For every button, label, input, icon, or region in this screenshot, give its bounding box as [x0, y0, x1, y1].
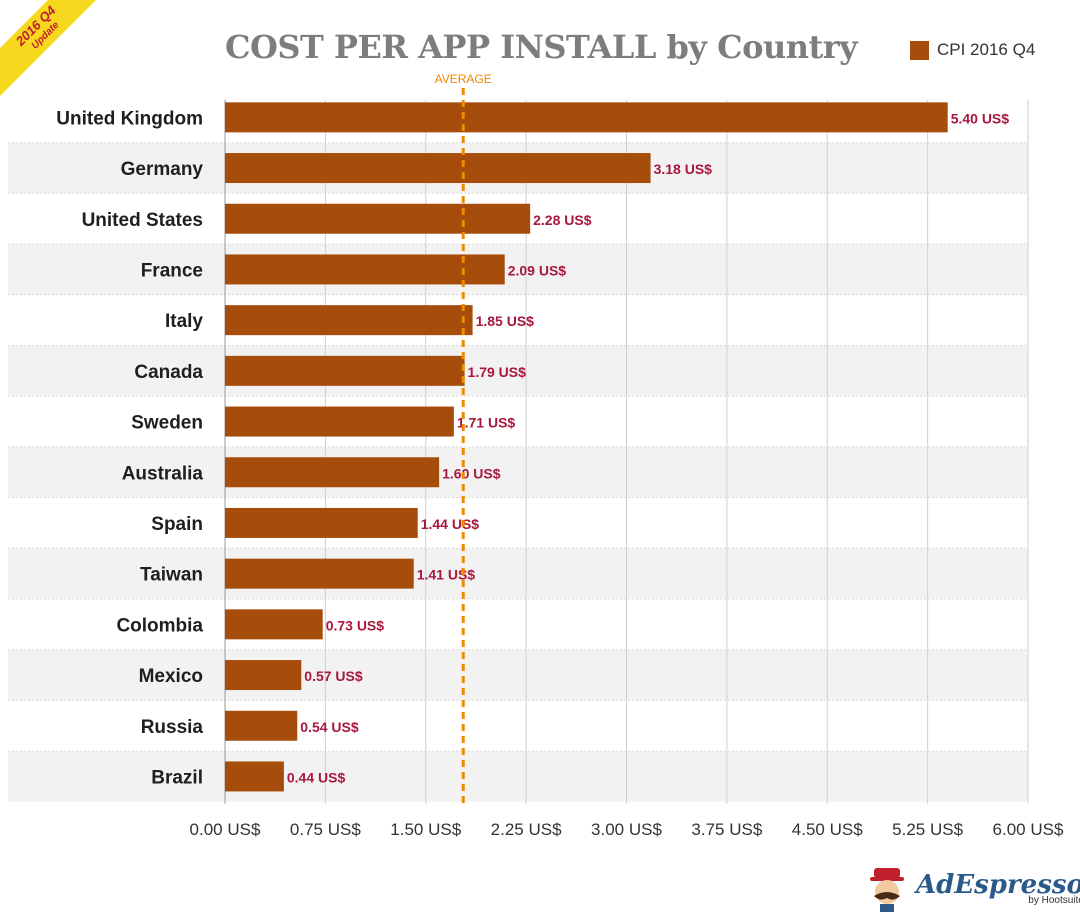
x-tick-labels: 0.00 US$ 0.75 US$ 1.50 US$ 2.25 US$ 3.00 US$… [190, 820, 1064, 839]
average-marker: AVERAGE [435, 72, 492, 806]
category-label: Australia [122, 463, 204, 484]
brand-byline: by Hootsuite [1028, 895, 1080, 906]
row-band [8, 751, 1028, 802]
category-label: Brazil [151, 767, 203, 788]
bars [225, 102, 948, 792]
row-band [8, 244, 1028, 295]
x-tick-label: 1.50 US$ [390, 820, 461, 839]
category-label: Colombia [116, 615, 203, 636]
x-tick-label: 3.75 US$ [691, 820, 762, 839]
chart-title: COST PER APP INSTALL by Country [225, 28, 858, 66]
row-band [8, 548, 1028, 599]
category-labels: United Kingdom Germany United States France… [56, 108, 203, 788]
mascot-icon [864, 866, 910, 912]
brand-name: AdEspresso [916, 870, 1080, 900]
x-tick-label: 3.00 US$ [591, 820, 662, 839]
category-label: Canada [134, 362, 203, 383]
value-label: 5.40 US$ [951, 110, 1010, 126]
row-band [8, 446, 1028, 498]
bar [225, 355, 465, 386]
category-label: Russia [141, 717, 204, 738]
bar [225, 457, 440, 488]
value-label: 1.41 US$ [417, 567, 476, 583]
bar [225, 660, 302, 691]
chart-legend: CPI 2016 Q4 [910, 40, 1035, 60]
value-label: 2.09 US$ [508, 262, 567, 278]
value-label: 0.73 US$ [326, 617, 385, 633]
value-label: 0.44 US$ [287, 769, 346, 785]
x-tick-label: 5.25 US$ [892, 820, 963, 839]
category-label: Mexico [139, 666, 203, 687]
category-label: France [141, 260, 203, 281]
value-label: 1.44 US$ [421, 516, 480, 532]
value-label: 1.85 US$ [476, 313, 535, 329]
category-label: Sweden [131, 413, 203, 434]
value-label: 2.28 US$ [533, 212, 592, 228]
legend-label: CPI 2016 Q4 [937, 40, 1036, 59]
x-tick-label: 0.00 US$ [190, 820, 261, 839]
value-labels: 5.40 US$ 3.18 US$ 2.28 US$ 2.09 US$ 1.85 US$… [287, 110, 1009, 785]
value-label: 0.57 US$ [304, 668, 363, 684]
category-label: Spain [151, 514, 203, 535]
x-tick-label: 4.50 US$ [792, 820, 863, 839]
category-label: Germany [121, 159, 204, 180]
bar [225, 203, 531, 234]
bar [225, 153, 651, 184]
bar [225, 406, 454, 437]
x-tick-label: 6.00 US$ [993, 820, 1064, 839]
value-label: 0.54 US$ [300, 719, 359, 735]
value-label: 3.18 US$ [654, 161, 713, 177]
category-label: United Kingdom [56, 108, 203, 129]
bar [225, 558, 414, 589]
bar [225, 507, 418, 538]
x-tick-label: 0.75 US$ [290, 820, 361, 839]
row-band [8, 649, 1028, 701]
bar [225, 609, 323, 640]
row-band [8, 345, 1028, 397]
bar [225, 102, 948, 133]
value-label: 1.79 US$ [468, 364, 527, 380]
bar [225, 305, 473, 336]
category-label: Taiwan [140, 565, 203, 586]
bar [225, 254, 505, 285]
bar [225, 710, 298, 741]
average-label: AVERAGE [435, 72, 492, 86]
category-label: United States [82, 210, 203, 231]
x-tick-label: 2.25 US$ [491, 820, 562, 839]
brand-logo: AdEspresso by Hootsuite [864, 866, 1080, 912]
bar [225, 761, 284, 792]
row-bands [8, 142, 1028, 802]
value-label: 1.60 US$ [442, 465, 501, 481]
legend-swatch [910, 40, 929, 60]
value-label: 1.71 US$ [457, 415, 516, 431]
category-label: Italy [165, 311, 203, 332]
